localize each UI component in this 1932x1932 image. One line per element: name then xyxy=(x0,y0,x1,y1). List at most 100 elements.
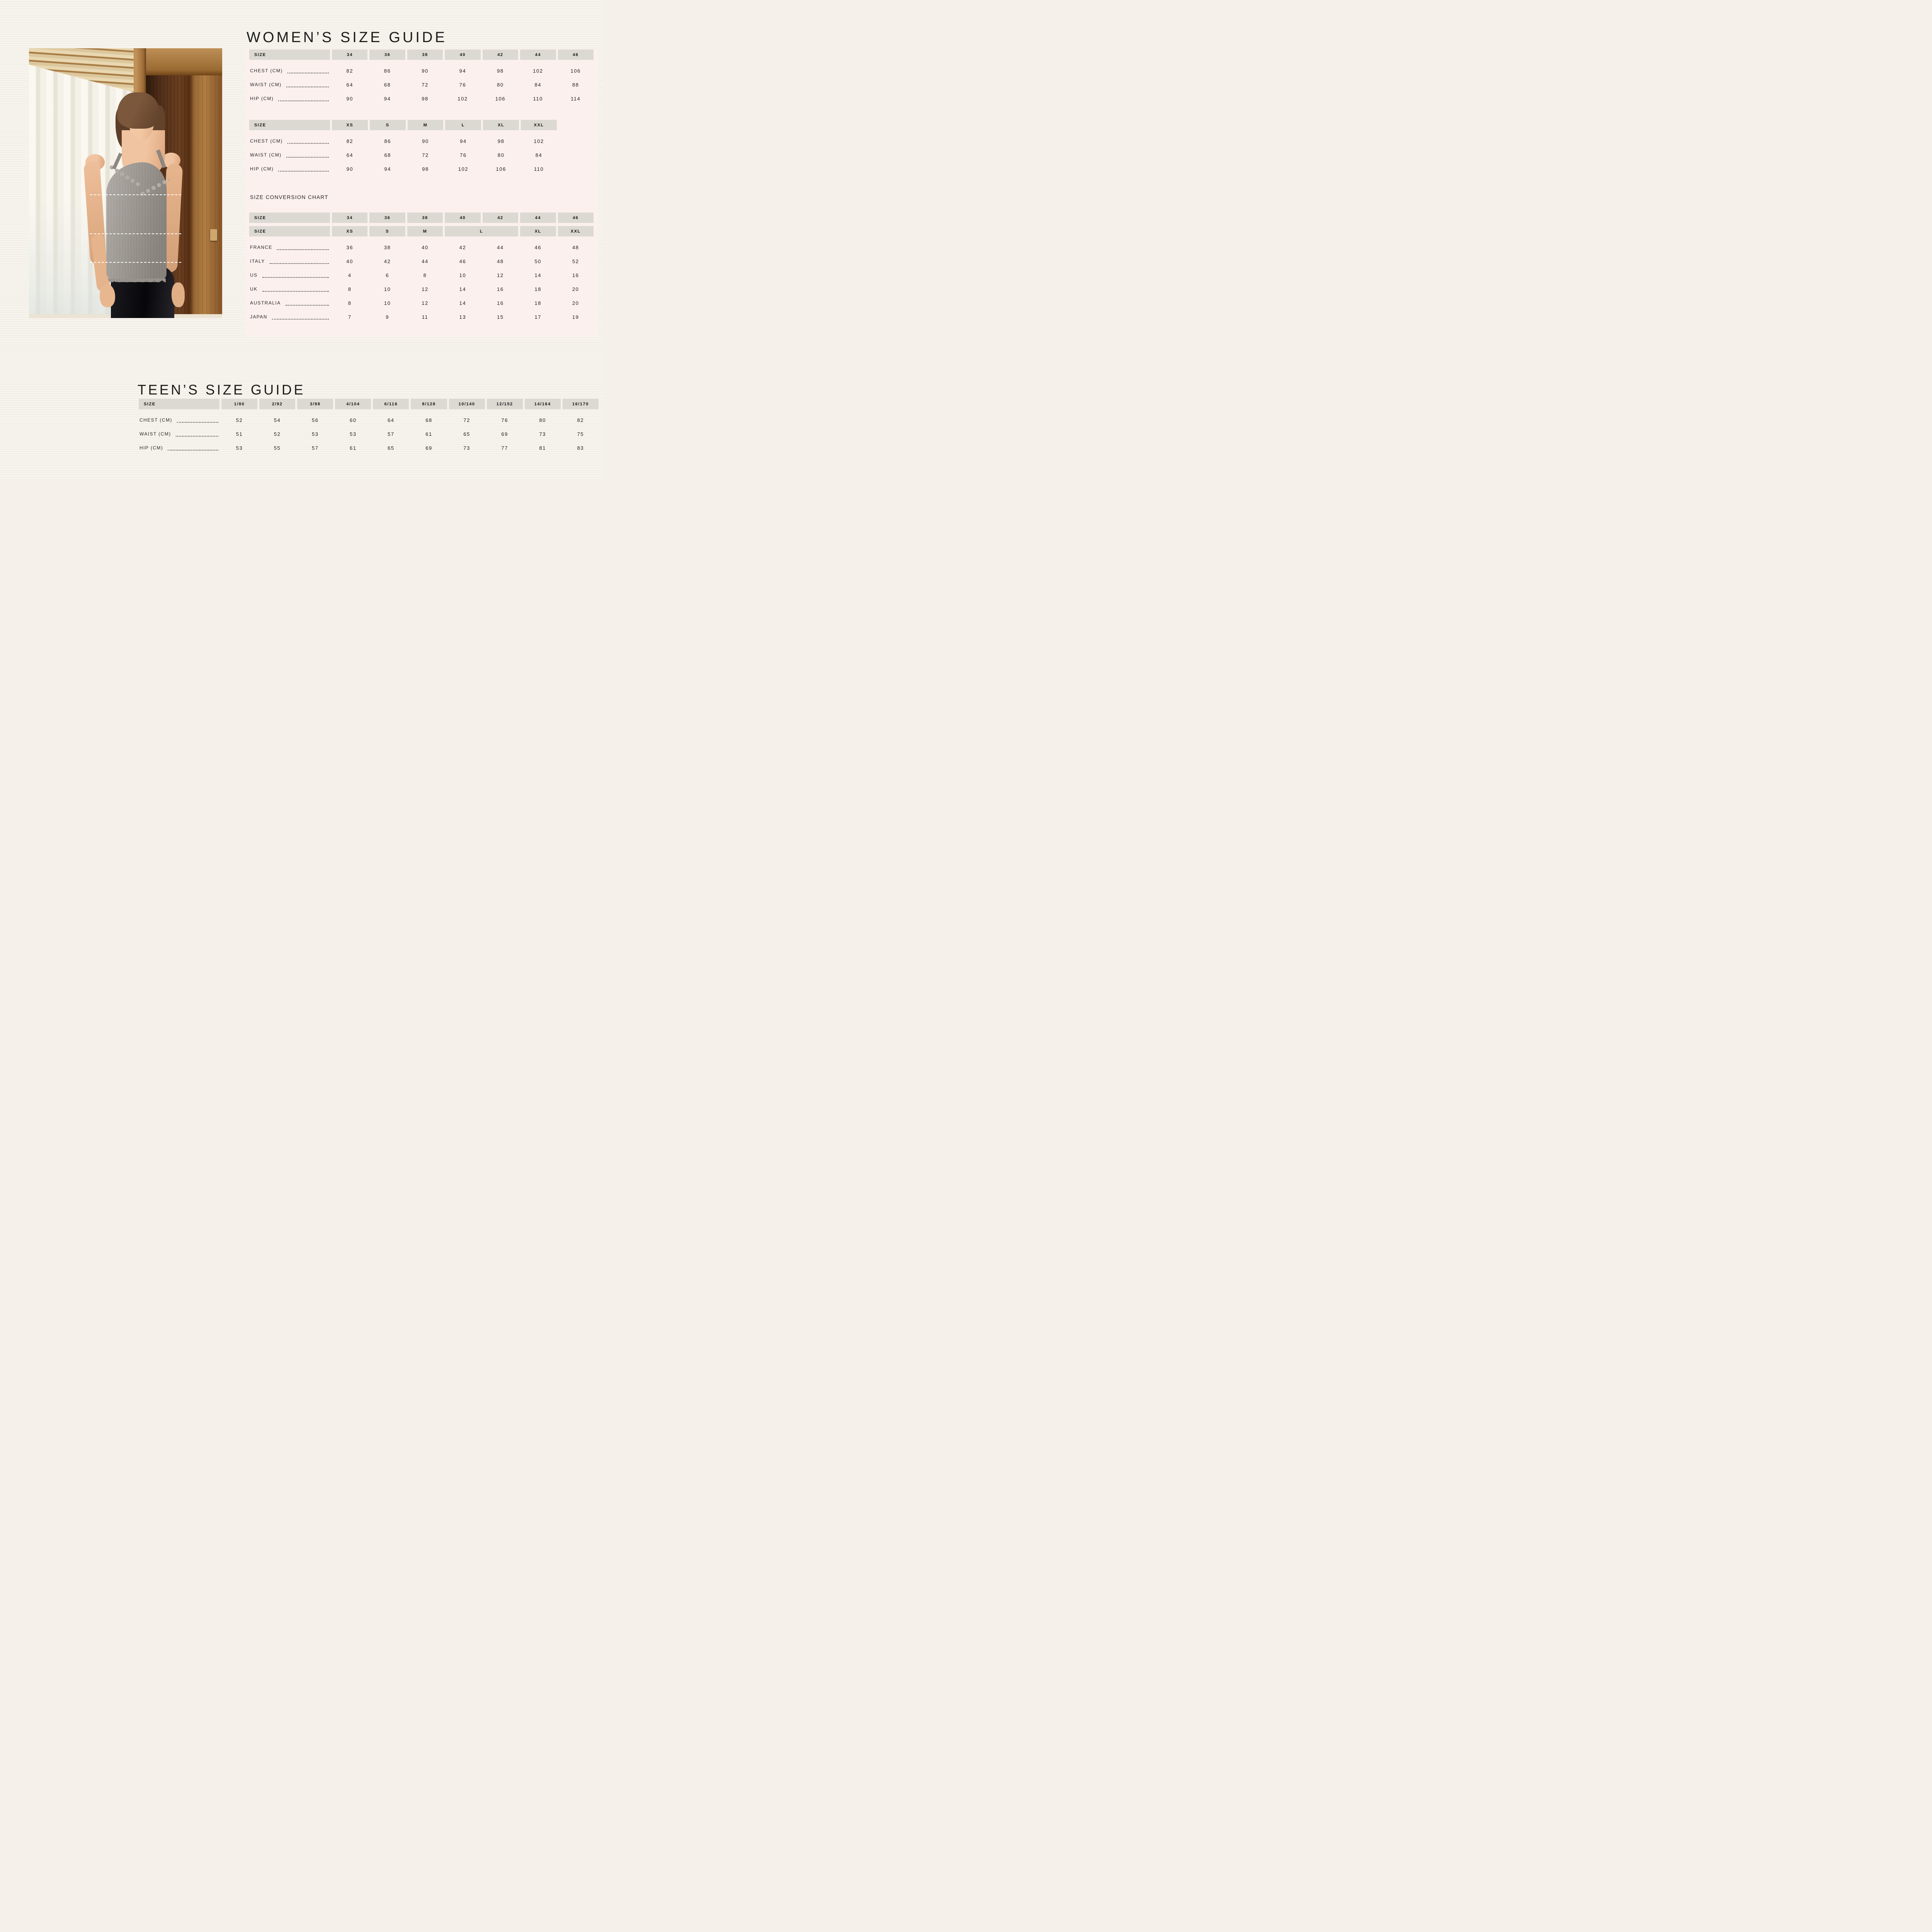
size-value-cell: 102 xyxy=(457,95,468,102)
row-label-cell: CHEST (CM) xyxy=(249,130,330,148)
hip-measurement-line xyxy=(90,262,181,263)
size-value-cell: 42 xyxy=(459,244,466,250)
size-value-cell: 10 xyxy=(384,300,391,306)
size-value-cell: 80 xyxy=(539,417,546,423)
size-value-cell: 72 xyxy=(422,152,429,158)
size-value-cell: 90 xyxy=(346,95,353,102)
size-value-cell: 46 xyxy=(534,244,542,250)
size-value-cell: 53 xyxy=(311,431,319,437)
column-header-cell: 40 xyxy=(445,213,481,223)
wood-lintel xyxy=(146,48,222,75)
size-value-cell: 98 xyxy=(497,68,504,74)
table-row: WAIST (CM) 64 68 72 76 80 84 xyxy=(249,148,557,162)
column-header-cell: SIZE xyxy=(249,223,330,236)
column-header-cell: 8/128 xyxy=(411,399,447,409)
size-value-cell: 20 xyxy=(572,300,579,306)
row-label-cell: HIP (CM) xyxy=(249,162,330,176)
size-value-cell: 94 xyxy=(460,138,467,144)
size-value-cell: 98 xyxy=(422,95,429,102)
size-value-cell: 17 xyxy=(534,314,542,320)
teens-size-guide-title: TEEN’S SIZE GUIDE xyxy=(138,381,305,398)
size-value-cell: 10 xyxy=(459,272,466,278)
column-header-cell: M xyxy=(407,120,444,130)
size-value-cell: 57 xyxy=(388,431,395,437)
size-value-cell: 60 xyxy=(350,417,357,423)
size-value-cell: 64 xyxy=(346,82,353,88)
row-label: AUSTRALIA xyxy=(250,300,281,306)
size-value-cell: 106 xyxy=(570,68,581,74)
size-value-cell: 52 xyxy=(572,258,579,264)
size-value-cell: 38 xyxy=(384,244,391,250)
size-value-cell: 90 xyxy=(422,68,429,74)
size-value-cell: 46 xyxy=(459,258,466,264)
row-label-cell: WAIST (CM) xyxy=(249,78,330,92)
dotted-leader xyxy=(175,436,218,437)
model-photo xyxy=(29,48,222,318)
dotted-leader xyxy=(287,143,329,144)
row-label: JAPAN xyxy=(250,314,267,320)
table-row: FRANCE 36 38 40 42 44 46 48 xyxy=(249,236,594,254)
size-value-cell: 13 xyxy=(459,314,466,320)
column-header-cell: 36 xyxy=(369,49,405,60)
size-value-cell: 16 xyxy=(497,300,504,306)
size-value-cell: 64 xyxy=(388,417,395,423)
size-guide-page: WOMEN’S SIZE GUIDE SIZE 34 36 38 40 42 44 46 CHE… xyxy=(0,0,604,480)
size-value-cell: 94 xyxy=(459,68,466,74)
size-value-cell: 76 xyxy=(460,152,467,158)
column-header-cell: 46 xyxy=(558,49,594,60)
row-label-cell: US xyxy=(249,268,330,282)
row-label-cell: WAIST (CM) xyxy=(139,427,219,441)
pink-panel xyxy=(245,49,598,337)
row-label-cell: UK xyxy=(249,282,330,296)
door-handle-plate xyxy=(210,229,217,241)
size-value-cell: 9 xyxy=(386,314,389,320)
size-value-cell: 40 xyxy=(422,244,429,250)
dotted-leader xyxy=(278,171,329,172)
dotted-leader xyxy=(286,157,329,158)
dotted-leader xyxy=(269,263,329,264)
size-conversion-table: SIZE 34 36 38 40 42 44 46 SIZE XS S M L XL XXL FRANCE 36… xyxy=(247,213,595,324)
size-value-cell: 65 xyxy=(388,445,395,451)
size-value-cell: 102 xyxy=(534,138,544,144)
womens-numeric-size-table: SIZE 34 36 38 40 42 44 46 CHEST (CM) 82 86 90 94 98 10… xyxy=(247,49,595,105)
dotted-leader xyxy=(262,291,329,292)
size-value-cell: 73 xyxy=(539,431,546,437)
column-header-cell: SIZE xyxy=(249,49,330,60)
size-value-cell: 68 xyxy=(425,417,432,423)
size-value-cell: 83 xyxy=(577,445,584,451)
dotted-leader xyxy=(168,450,218,451)
column-header-cell: 42 xyxy=(482,49,519,60)
size-value-cell: 20 xyxy=(572,286,579,292)
column-header-cell: 44 xyxy=(520,213,556,223)
size-value-cell: 64 xyxy=(346,152,354,158)
size-value-cell: 69 xyxy=(425,445,432,451)
row-label: CHEST (CM) xyxy=(250,68,283,73)
column-header-cell: L xyxy=(445,120,481,130)
table-row: HIP (CM) 90 94 98 102 106 110 xyxy=(249,162,557,176)
row-label-cell: ITALY xyxy=(249,254,330,268)
dotted-leader xyxy=(177,422,218,423)
size-value-cell: 94 xyxy=(384,166,391,172)
size-value-cell: 51 xyxy=(236,431,243,437)
row-label: CHEST (CM) xyxy=(139,417,172,423)
table-row: JAPAN 7 9 11 13 15 17 19 xyxy=(249,310,594,324)
column-header-cell: S xyxy=(369,223,405,236)
dotted-leader xyxy=(262,277,329,278)
column-header-cell: SIZE xyxy=(139,399,219,409)
dotted-leader xyxy=(285,305,329,306)
size-value-cell: 57 xyxy=(311,445,319,451)
column-header-cell: 1/80 xyxy=(221,399,258,409)
column-header-cell: 38 xyxy=(407,213,443,223)
row-label-cell: CHEST (CM) xyxy=(139,409,219,427)
table-row: HIP (CM) 90 94 98 102 106 110 114 xyxy=(249,92,594,105)
size-value-cell: 84 xyxy=(534,82,542,88)
size-value-cell: 12 xyxy=(422,300,429,306)
size-value-cell: 53 xyxy=(350,431,357,437)
column-header-cell: XS xyxy=(332,120,368,130)
size-value-cell: 76 xyxy=(501,417,508,423)
chest-measurement-line xyxy=(90,194,181,195)
column-header-cell: 4/104 xyxy=(335,399,371,409)
size-value-cell: 56 xyxy=(311,417,319,423)
table-row: ITALY 40 42 44 46 48 50 52 xyxy=(249,254,594,268)
column-header-cell: 12/152 xyxy=(486,399,523,409)
